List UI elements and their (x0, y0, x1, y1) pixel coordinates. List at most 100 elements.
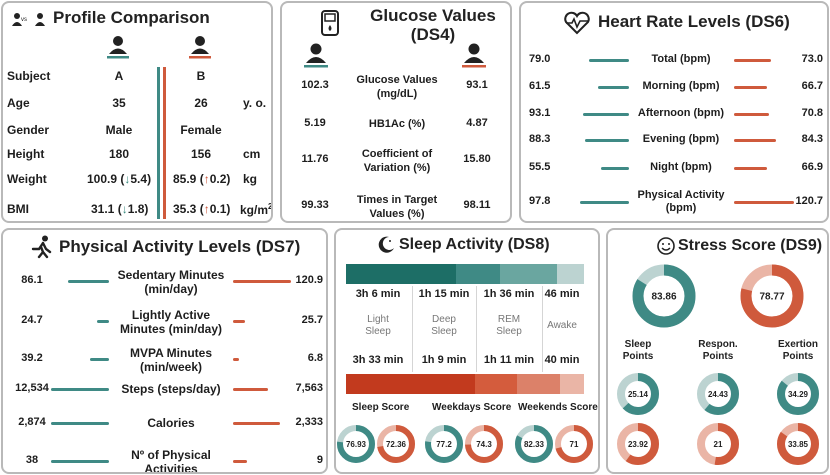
sleep-bar-segment-a (456, 264, 500, 284)
stress-main-donut-b-label: 78.77 (759, 292, 784, 303)
heart-metric-label-line1: Total (bpm) (651, 53, 711, 65)
heart-metric-label: Evening (bpm) (625, 133, 737, 146)
stress-points-donut-b-label: 23.92 (628, 440, 649, 449)
heart-value-b: 66.9 (801, 161, 823, 173)
heart-value-b: 66.7 (801, 80, 823, 92)
sleep-score-donut-a: 82.33 (515, 425, 553, 463)
glucose-meter-icon (320, 9, 340, 42)
stress-points-donut-a-label: 24.43 (708, 390, 729, 399)
sleep-grid-line (412, 286, 413, 372)
stress-point-label: Sleep (625, 339, 652, 350)
profile-value-a: 35 (112, 96, 126, 110)
heart-value-b: 70.8 (801, 107, 823, 119)
sleep-phase-label-line1: Awake (547, 320, 577, 331)
glucose-value-b: 15.80 (463, 153, 491, 165)
activity-bar-b (233, 320, 245, 323)
profile-row-label: Gender (7, 123, 50, 137)
heart-metric-label-line2: (bpm) (665, 202, 697, 214)
sleep-bar-segment-a (557, 264, 584, 284)
bmi-a: 31.1 (↓1.8) (91, 202, 149, 216)
stress-points-donut-b: 21 (697, 423, 739, 465)
profile-value-b: B (196, 69, 206, 83)
heart-value-b: 84.3 (801, 133, 823, 145)
glucose-subject-b-avatar-icon (462, 43, 486, 74)
stress-point-label: Respon. (698, 339, 738, 350)
activity-metric-label: Lightly Active Minutes (min/day) (111, 308, 231, 336)
sleep-phase-label: Awake (542, 320, 582, 332)
glucose-metric-label-line1: Glucose Values (356, 74, 438, 86)
stress-points-donut-a: 24.43 (697, 373, 739, 415)
activity-bar-b (233, 280, 291, 283)
stress-points-donut-b: 23.92 (617, 423, 659, 465)
sleep-panel: Sleep Activity (DS8) 3h 6 min 1h 15 min 1h… (334, 228, 600, 474)
bmi-b: 35.3 (↑0.1) (173, 202, 231, 216)
stress-point-label: Exertion (778, 339, 818, 350)
activity-value-a: 12,534 (15, 382, 49, 394)
activity-metric-label-line1: Sedentary Minutes (117, 268, 225, 282)
sleep-phase-label: Deep Sleep (412, 314, 476, 338)
heart-metric-label: Night (bpm) (625, 161, 737, 174)
heart-metric-label-line1: Night (bpm) (650, 161, 712, 173)
sleep-duration-a: 3h 6 min (355, 288, 401, 300)
stress-main-donut-a: 83.86 (632, 264, 696, 328)
stress-points-donut-a: 34.29 (777, 373, 819, 415)
glucose-metric-label-line2: Values (%) (369, 208, 425, 220)
activity-metric-label-line2: (min/day) (144, 282, 198, 296)
heart-bar-a (580, 201, 629, 204)
heart-bar-b (734, 113, 769, 116)
glucose-metric-label-line1: Coefficient of (361, 148, 433, 160)
activity-title: Physical Activity Levels (DS7) (59, 237, 301, 256)
subject-b-divider (163, 67, 166, 219)
heart-value-a: 88.3 (529, 133, 551, 145)
heart-pulse-icon (563, 11, 591, 40)
glucose-metric-label-line2: Variation (%) (363, 162, 431, 174)
activity-metric-label-line1: MVPA Minutes (129, 346, 212, 360)
profile-panel: vs Profile Comparison Subject A B Age 35 26 y.… (1, 1, 273, 223)
glucose-metric-label-line1: HB1Ac (%) (368, 118, 426, 130)
stress-panel: Stress Score (DS9) 83.86 78.77 Sleep Points… (606, 228, 829, 474)
activity-bar-b (233, 358, 239, 361)
stress-donuts: 83.86 78.77SleepPointsRespon.PointsExerti… (617, 264, 819, 465)
activity-metric-label-line1: Nº of Physical (131, 448, 211, 462)
sleep-phase-label-line1: Deep (432, 314, 456, 325)
sleep-duration-a: 46 min (544, 288, 580, 300)
activity-value-a: 38 (25, 454, 39, 466)
activity-metric-label: Steps (steps/day) (111, 382, 231, 396)
profile-value-b: Female (180, 123, 222, 137)
glucose-value-b: 98.11 (463, 199, 491, 211)
heart-bar-b (734, 139, 776, 142)
profile-value-b: 26 (194, 96, 208, 110)
heart-bar-b (734, 59, 771, 62)
sleep-score-donut-a-label: 76.93 (346, 440, 367, 449)
weight-b: 85.9 (↑0.2) (173, 172, 231, 186)
activity-metric-label-line2: Minutes (min/day) (119, 322, 222, 336)
sleep-score-donut-b: 74.3 (465, 425, 503, 463)
sleep-duration-b: 1h 11 min (483, 354, 535, 366)
sleep-duration-b: 40 min (544, 354, 580, 366)
sleep-bar-segment-b (560, 374, 584, 394)
profile-value-a: 180 (108, 147, 130, 161)
stress-points-donut-a: 25.14 (617, 373, 659, 415)
heart-metric-label: Total (bpm) (625, 53, 737, 66)
heart-value-a: 61.5 (529, 80, 551, 92)
sleep-score-donuts: 76.93 72.36 77.2 74.3 82.33 71 (337, 425, 593, 463)
stress-points-donut-b-label: 21 (714, 440, 723, 449)
activity-metric-label-line1: Lightly Active (131, 308, 211, 322)
heart-value-a: 97.8 (529, 195, 551, 207)
activity-value-b: 2,333 (295, 416, 323, 428)
heart-metric-label: Afternoon (bpm) (625, 107, 737, 120)
heart-metric-label-line1: Afternoon (bpm) (637, 107, 725, 119)
activity-value-b: 6.8 (307, 352, 323, 364)
heart-value-a: 55.5 (529, 161, 551, 173)
heart-metric-label: Morning (bpm) (625, 80, 737, 93)
sleep-bar-segment-b (346, 374, 475, 394)
sleep-phase-label-line1: Light (367, 314, 389, 325)
sleep-score-label: Weekdays Score (432, 402, 512, 413)
sleep-score-donut-b: 71 (555, 425, 593, 463)
subject-b-avatar-icon (189, 35, 211, 64)
sleep-phase-label: Light Sleep (344, 314, 412, 338)
stress-points-donut-a-label: 34.29 (788, 390, 809, 399)
heart-bar-a (583, 113, 629, 116)
activity-value-b: 120.9 (295, 274, 323, 286)
glucose-metric-label-line2: (mg/dL) (376, 88, 418, 100)
